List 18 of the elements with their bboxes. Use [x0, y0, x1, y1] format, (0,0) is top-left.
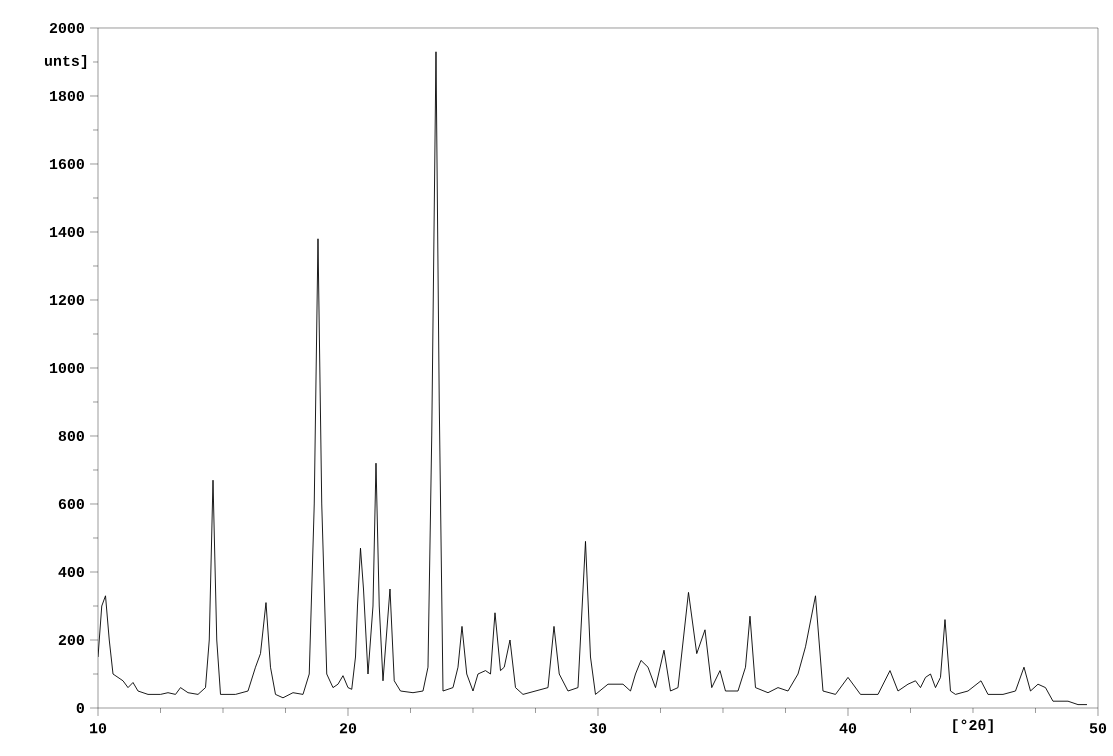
x-tick-label: 20	[339, 723, 357, 734]
y-tick-label: 1000	[49, 362, 84, 374]
y-tick-label: 600	[58, 498, 84, 510]
y-tick-label: 2000	[49, 22, 84, 34]
x-tick-label: 50	[1089, 723, 1107, 734]
y-tick-label: 0	[76, 702, 84, 714]
x-axis-title: [°2θ]	[953, 719, 993, 734]
y-tick-label: 1600	[49, 158, 84, 170]
y-axis-title: unts]	[44, 55, 87, 69]
y-tick-label: 800	[58, 430, 84, 442]
y-tick-label: 1800	[49, 90, 84, 102]
y-tick-label: 400	[58, 566, 84, 578]
x-tick-label: 40	[839, 723, 857, 734]
y-tick-label: 1200	[49, 294, 84, 306]
y-tick-label: 200	[58, 634, 84, 646]
y-tick-label: 1400	[49, 226, 84, 238]
x-tick-label: 30	[589, 723, 607, 734]
x-tick-label: 10	[90, 723, 107, 734]
